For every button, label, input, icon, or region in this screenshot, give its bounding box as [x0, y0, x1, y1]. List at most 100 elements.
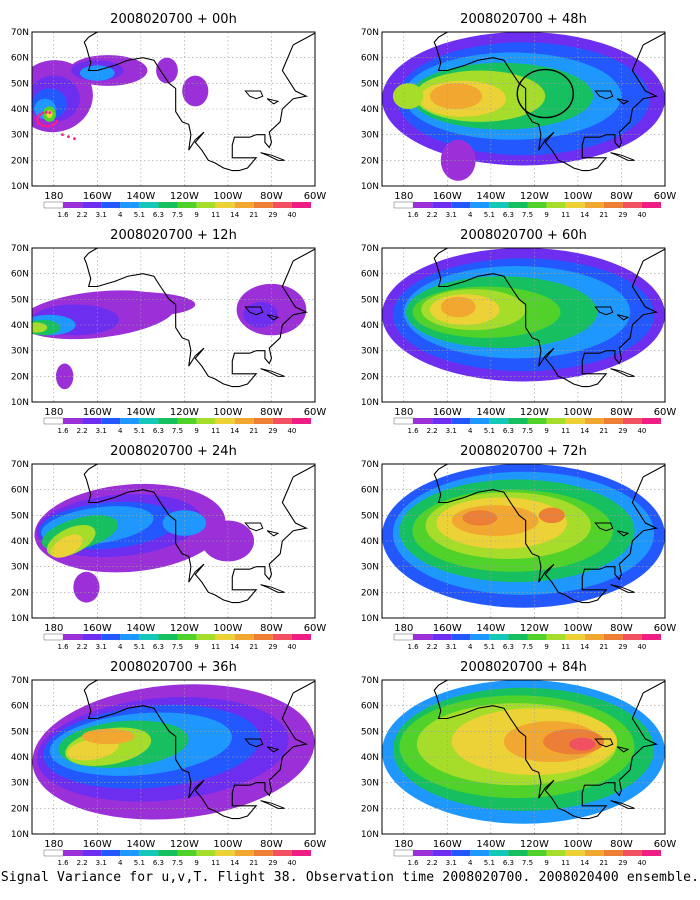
colorbar-swatch — [565, 850, 585, 856]
coastline — [433, 680, 665, 820]
colorbar-label: 6.3 — [503, 643, 514, 651]
map-frame — [31, 463, 316, 619]
colorbar-label: 11 — [561, 211, 570, 219]
colorbar-label: 11 — [561, 859, 570, 867]
lat-tick-label: 60N — [361, 486, 379, 496]
colorbar-label: 14 — [580, 859, 589, 867]
lon-tick-label: 140W — [476, 623, 505, 634]
colorbar-swatch — [158, 850, 178, 856]
panel-title: 2008020700 + 36h — [110, 660, 237, 675]
lat-tick-label: 20N — [361, 156, 379, 166]
lat-tick-label: 70N — [11, 460, 29, 470]
lat-tick-label: 40N — [361, 537, 379, 547]
colorbar-label: 21 — [249, 427, 258, 435]
coastline — [433, 32, 665, 172]
colorbar-swatch — [63, 850, 83, 856]
colorbar-label: 11 — [211, 643, 220, 651]
colorbar-swatch — [291, 850, 311, 856]
colorbar-swatch — [63, 634, 83, 640]
colorbar-swatch — [253, 202, 273, 208]
lat-tick-label: 40N — [11, 537, 29, 547]
colorbar-label: 9 — [194, 859, 198, 867]
colorbar-swatch — [139, 418, 159, 424]
variance-field — [32, 283, 307, 390]
lat-tick-label: 20N — [11, 372, 29, 382]
colorbar-swatch — [101, 850, 121, 856]
colorbar-label: 5.1 — [134, 211, 145, 219]
lat-tick-label: 40N — [11, 321, 29, 331]
colorbar-swatch — [272, 202, 292, 208]
colorbar-label: 4 — [468, 643, 473, 651]
variance-contour — [392, 83, 424, 109]
colorbar-label: 2.2 — [427, 211, 438, 219]
map-grid — [32, 464, 315, 618]
colorbar-swatch — [584, 850, 604, 856]
panel-title: 2008020700 + 84h — [460, 660, 587, 675]
lon-tick-label: 160W — [433, 839, 462, 850]
colorbar-swatch — [291, 634, 311, 640]
lat-tick-label: 50N — [361, 511, 379, 521]
lon-tick-label: 60W — [304, 407, 327, 418]
map-panel: 2008020700 + 00h 70N 60N 50N 40N 30N 20N 10N 180… — [11, 12, 327, 219]
colorbar-label: 5.1 — [484, 859, 495, 867]
colorbar-label: 3.1 — [446, 643, 457, 651]
colorbar-swatch — [641, 418, 661, 424]
colorbar-swatch — [196, 634, 216, 640]
colorbar-label: 5.1 — [484, 643, 495, 651]
lat-tick-label: 20N — [361, 588, 379, 598]
lat-tick-label: 50N — [361, 79, 379, 89]
colorbar-label: 9 — [544, 211, 548, 219]
colorbar-swatch — [158, 634, 178, 640]
colorbar-label: 21 — [599, 211, 608, 219]
variance-contour — [462, 510, 498, 526]
colorbar-swatch — [546, 202, 566, 208]
colorbar-swatch — [82, 634, 102, 640]
colorbar-label: 5.1 — [484, 211, 495, 219]
lon-tick-label: 60W — [304, 839, 327, 850]
lon-tick-label: 180 — [44, 191, 63, 202]
colorbar-label: 40 — [287, 643, 296, 651]
lon-tick-label: 140W — [126, 839, 155, 850]
colorbar-swatch — [470, 850, 490, 856]
lat-tick-label: 50N — [11, 727, 29, 737]
lat-tick-label: 40N — [11, 753, 29, 763]
colorbar-label: 7.5 — [172, 427, 183, 435]
lat-tick-label: 30N — [11, 131, 29, 141]
colorbar-label: 2.2 — [77, 211, 88, 219]
colorbar-swatch — [622, 850, 642, 856]
colorbar-swatch — [101, 418, 121, 424]
lat-tick-label: 10N — [11, 614, 29, 624]
lon-tick-label: 120W — [520, 191, 549, 202]
lat-tick-label: 10N — [361, 614, 379, 624]
colorbar-label: 9 — [194, 427, 198, 435]
colorbar-swatch — [584, 418, 604, 424]
colorbar-label: 40 — [637, 427, 646, 435]
lat-tick-label: 70N — [361, 676, 379, 686]
lon-tick-label: 100W — [563, 623, 592, 634]
colorbar-swatch — [272, 850, 292, 856]
colorbar-label: 7.5 — [172, 211, 183, 219]
colorbar-swatch — [234, 202, 254, 208]
colorbar-swatch — [641, 850, 661, 856]
colorbar-label: 21 — [599, 859, 608, 867]
map-grid — [32, 680, 315, 834]
lat-tick-label: 40N — [11, 105, 29, 115]
variance-contour — [182, 75, 209, 107]
colorbar-label: 11 — [561, 643, 570, 651]
colorbar-label: 3.1 — [96, 427, 107, 435]
colorbar-swatch — [489, 850, 509, 856]
colorbar: 1.6 2.2 3.1 4 5.1 6.3 7.5 9 11 14 21 29 40 — [43, 849, 311, 867]
colorbar-swatch — [177, 418, 197, 424]
colorbar-label: 40 — [287, 859, 296, 867]
colorbar-label: 7.5 — [522, 211, 533, 219]
colorbar-swatch — [413, 634, 433, 640]
colorbar-label: 2.2 — [427, 643, 438, 651]
lon-tick-label: 100W — [213, 839, 242, 850]
colorbar-swatch — [641, 202, 661, 208]
lat-tick-label: 50N — [11, 511, 29, 521]
colorbar-swatch — [489, 634, 509, 640]
colorbar-swatch — [451, 418, 471, 424]
lat-tick-label: 20N — [361, 804, 379, 814]
colorbar: 1.6 2.2 3.1 4 5.1 6.3 7.5 9 11 14 21 29 40 — [393, 201, 661, 219]
